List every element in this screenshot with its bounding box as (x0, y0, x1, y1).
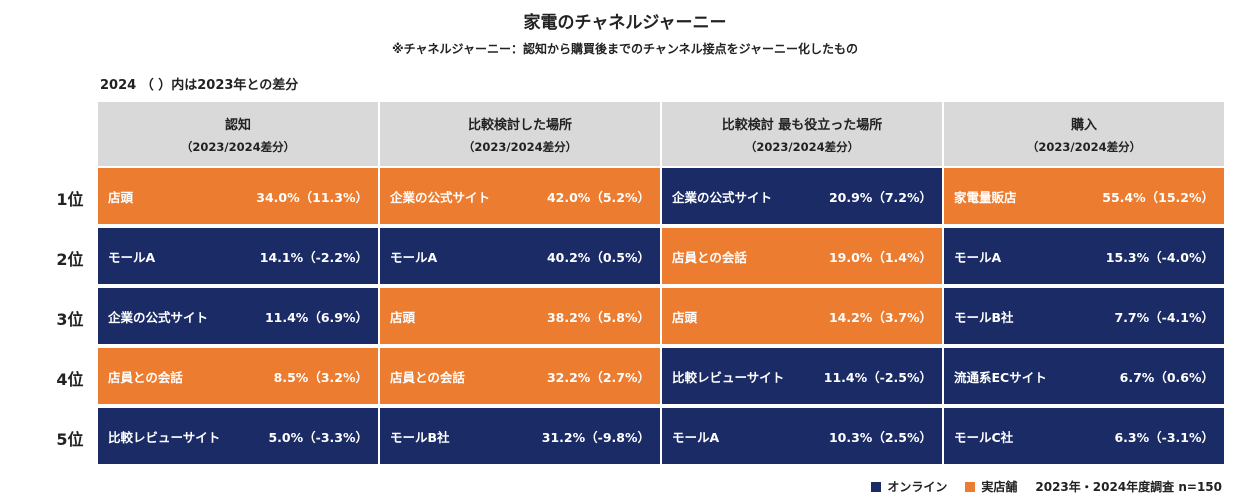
cell-value: 7.7%（-4.1%） (1114, 309, 1214, 325)
cell-value: 14.2%（3.7%） (828, 309, 932, 325)
cell-label: 流通系ECサイト (954, 369, 1047, 385)
cell-value: 40.2%（0.5%） (546, 249, 650, 265)
cell-label: 比較レビューサイト (672, 369, 785, 385)
journey-cell: モールA 14.1%（-2.2%） (98, 228, 378, 284)
rank-label: 1位 (56, 190, 84, 209)
cell-value: 55.4%（15.2%） (1102, 189, 1214, 205)
rank-label: 5位 (56, 430, 84, 449)
column-header: 比較検討 最も役立った場所 （2023/2024差分） (662, 102, 942, 166)
survey-note: 2023年・2024年度調査 n=150 (1035, 480, 1222, 494)
column-title: 認知 (224, 117, 251, 133)
journey-cell: 企業の公式サイト 20.9%（7.2%） (662, 168, 942, 224)
column-subtitle: （2023/2024差分） (1026, 139, 1142, 154)
journey-cell: 企業の公式サイト 11.4%（6.9%） (98, 288, 378, 344)
cell-value: 14.1%（-2.2%） (259, 249, 368, 265)
cell-label: 家電量販店 (954, 189, 1017, 205)
journey-cell: 店頭 38.2%（5.8%） (380, 288, 660, 344)
cell-label: モールC社 (954, 429, 1014, 445)
column-title: 購入 (1070, 117, 1097, 133)
cell-value: 8.5%（3.2%） (273, 369, 368, 385)
cell-value: 10.3%（2.5%） (828, 429, 932, 445)
cell-value: 38.2%（5.8%） (546, 309, 650, 325)
cell-label: 店員との会話 (108, 369, 183, 385)
cell-label: 企業の公式サイト (390, 189, 491, 205)
year-note: 2024 （ ）内は2023年との差分 (100, 78, 299, 93)
cell-label: モールA (390, 249, 438, 265)
cell-label: 店頭 (390, 309, 416, 325)
legend-store: 実店舗 (965, 478, 1017, 495)
rank-label: 4位 (56, 370, 84, 389)
rank-label: 2位 (56, 250, 84, 269)
journey-cell: モールA 40.2%（0.5%） (380, 228, 660, 284)
rank-label: 3位 (56, 310, 84, 329)
cell-value: 31.2%（-9.8%） (541, 429, 650, 445)
journey-cell: 流通系ECサイト 6.7%（0.6%） (944, 348, 1224, 404)
cell-label: モールA (672, 429, 720, 445)
journey-table: 認知 （2023/2024差分） 比較検討した場所 （2023/2024差分） 比較検討… (98, 102, 1224, 468)
legend-store-swatch (965, 481, 976, 492)
journey-cell: モールB社 31.2%（-9.8%） (380, 408, 660, 464)
cell-value: 11.4%（-2.5%） (823, 369, 932, 385)
column-header: 認知 （2023/2024差分） (98, 102, 378, 166)
cell-label: モールA (954, 249, 1002, 265)
cell-label: モールB社 (390, 429, 450, 445)
journey-cell: モールA 15.3%（-4.0%） (944, 228, 1224, 284)
legend-store-label: 実店舗 (981, 480, 1018, 494)
cell-value: 6.3%（-3.1%） (1114, 429, 1214, 445)
cell-value: 20.9%（7.2%） (828, 189, 932, 205)
chart-title: 家電のチャネルジャーニー (523, 13, 727, 33)
column-header: 購入 （2023/2024差分） (944, 102, 1224, 166)
journey-cell: 店員との会話 19.0%（1.4%） (662, 228, 942, 284)
cell-label: 店員との会話 (390, 369, 465, 385)
cell-label: 企業の公式サイト (672, 189, 773, 205)
journey-cell: モールB社 7.7%（-4.1%） (944, 288, 1224, 344)
legend: オンライン 実店舗 2023年・2024年度調査 n=150 (871, 478, 1222, 495)
cell-label: モールA (108, 249, 156, 265)
cell-value: 42.0%（5.2%） (546, 189, 650, 205)
rank-labels: 1位 2位 3位 4位 5位 (40, 168, 100, 468)
cell-label: 店頭 (672, 309, 698, 325)
journey-cell: 企業の公式サイト 42.0%（5.2%） (380, 168, 660, 224)
journey-cell: モールA 10.3%（2.5%） (662, 408, 942, 464)
cell-label: 比較レビューサイト (108, 429, 221, 445)
cell-value: 19.0%（1.4%） (828, 249, 932, 265)
journey-cell: モールC社 6.3%（-3.1%） (944, 408, 1224, 464)
journey-cell: 店員との会話 32.2%（2.7%） (380, 348, 660, 404)
cell-label: 店員との会話 (672, 249, 747, 265)
journey-cell: 店員との会話 8.5%（3.2%） (98, 348, 378, 404)
cell-value: 6.7%（0.6%） (1119, 369, 1214, 385)
column-title: 比較検討した場所 (467, 117, 572, 133)
journey-cell: 店頭 14.2%（3.7%） (662, 288, 942, 344)
column-subtitle: （2023/2024差分） (462, 139, 578, 154)
legend-online: オンライン (871, 478, 947, 495)
journey-cell: 比較レビューサイト 11.4%（-2.5%） (662, 348, 942, 404)
chart-subtitle: ※チャネルジャーニー：認知から購買後までのチャンネル接点をジャーニー化したもの (392, 42, 858, 56)
cell-label: 企業の公式サイト (108, 309, 209, 325)
legend-online-label: オンライン (887, 480, 948, 494)
cell-value: 5.0%（-3.3%） (268, 429, 368, 445)
cell-value: 11.4%（6.9%） (264, 309, 368, 325)
journey-cell: 比較レビューサイト 5.0%（-3.3%） (98, 408, 378, 464)
journey-cell: 店頭 34.0%（11.3%） (98, 168, 378, 224)
column-subtitle: （2023/2024差分） (180, 139, 296, 154)
column-header: 比較検討した場所 （2023/2024差分） (380, 102, 660, 166)
cell-value: 15.3%（-4.0%） (1105, 249, 1214, 265)
column-title: 比較検討 最も役立った場所 (721, 117, 883, 133)
cell-label: モールB社 (954, 309, 1014, 325)
cell-value: 34.0%（11.3%） (256, 189, 368, 205)
legend-online-swatch (871, 481, 882, 492)
journey-cell: 家電量販店 55.4%（15.2%） (944, 168, 1224, 224)
column-subtitle: （2023/2024差分） (744, 139, 860, 154)
cell-label: 店頭 (108, 189, 134, 205)
cell-value: 32.2%（2.7%） (546, 369, 650, 385)
